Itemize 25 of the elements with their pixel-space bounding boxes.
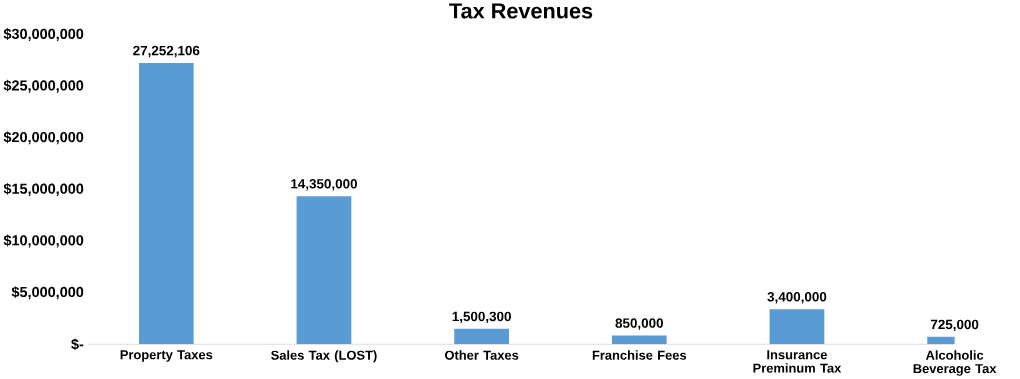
x-tick-label: Property Taxes [120, 350, 213, 362]
data-label: 14,350,000 [291, 178, 357, 191]
data-label: 850,000 [615, 318, 663, 330]
y-tick-label: $30,000,000 [3, 28, 84, 41]
y-tick-label: $5,000,000 [11, 286, 84, 300]
bar [611, 335, 667, 345]
y-tick-label: $20,000,000 [3, 131, 84, 145]
x-tick-label: Alcoholic Beverage Tax [913, 350, 997, 376]
data-label: 27,252,106 [133, 45, 200, 58]
data-label: 1,500,300 [452, 311, 511, 323]
chart-title: Tax Revenues [449, 3, 593, 19]
x-tick-label: Insurance Preminum Tax [753, 350, 842, 373]
data-label: 725,000 [930, 319, 979, 331]
y-tick-label: $10,000,000 [3, 234, 84, 248]
y-tick-label: $15,000,000 [3, 182, 84, 196]
y-tick-label: $25,000,000 [3, 79, 84, 93]
y-tick-label: $- [71, 338, 84, 351]
x-tick-label: Sales Tax (LOST) [271, 350, 377, 363]
x-tick-label: Other Taxes [444, 350, 519, 360]
bar [769, 309, 825, 345]
bar [454, 328, 509, 345]
bar [296, 196, 352, 345]
bar [138, 62, 194, 345]
data-label: 3,400,000 [767, 291, 827, 304]
x-tick-label: Franchise Fees [592, 350, 687, 360]
